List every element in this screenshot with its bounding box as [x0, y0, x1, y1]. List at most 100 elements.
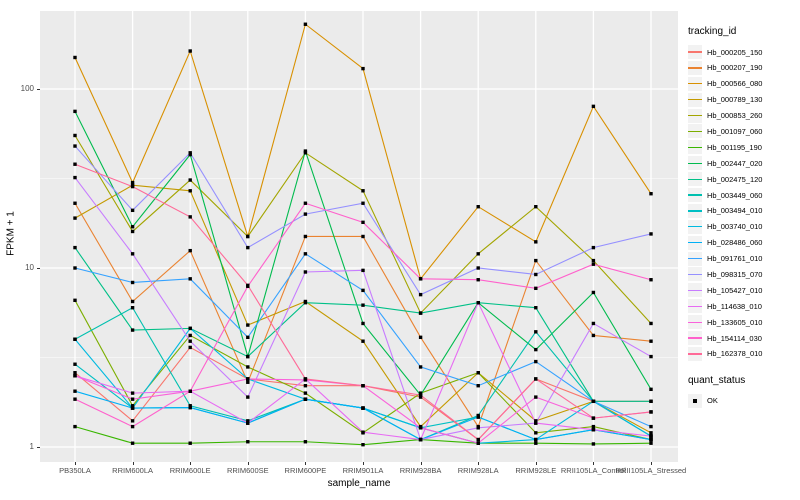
legend-key-swatch [688, 203, 702, 218]
data-point [649, 431, 653, 435]
data-point [303, 270, 308, 274]
data-point [188, 441, 192, 445]
data-point [534, 441, 538, 445]
legend-line-icon [688, 51, 702, 53]
x-tick-label: RRIM928BA [399, 466, 442, 475]
y-axis-title: FPKM + 1 [5, 211, 17, 256]
data-point [361, 234, 365, 239]
data-point [188, 326, 192, 331]
data-point [246, 380, 250, 384]
data-point [73, 162, 77, 166]
data-point [188, 151, 192, 155]
x-tick-label: RRIM600PE [284, 466, 327, 475]
quant-legend-item: OK [688, 393, 798, 408]
legend-item-label: Hb_114638_010 [707, 301, 762, 311]
legend-item: Hb_114638_010 [688, 299, 798, 314]
y-tick-mark [37, 447, 40, 448]
data-point [418, 426, 423, 430]
x-tick-label: RRII105LA_Control [560, 466, 626, 475]
data-point [130, 280, 135, 285]
data-point [591, 442, 596, 446]
data-point [649, 434, 653, 438]
data-point [649, 232, 653, 236]
legend-line-icon [688, 242, 702, 244]
x-tick-mark [305, 462, 307, 465]
data-point [591, 245, 596, 250]
legend-item-label: Hb_000205_150 [707, 47, 763, 57]
data-point [534, 258, 538, 263]
data-point [476, 205, 480, 209]
data-point [246, 421, 250, 425]
legend-item-label: Hb_002475_120 [707, 174, 763, 184]
legend-key-swatch [688, 331, 702, 346]
data-point [188, 189, 192, 193]
data-point [130, 208, 135, 213]
data-point [130, 404, 135, 408]
data-point [418, 335, 423, 340]
data-point [534, 286, 538, 291]
legend-item: Hb_001195_190 [688, 140, 798, 155]
data-point [476, 426, 480, 430]
data-point [534, 306, 538, 310]
data-point [534, 395, 538, 399]
data-point [361, 288, 365, 293]
legend-line-icon [688, 257, 702, 260]
legend-key-swatch [688, 45, 702, 59]
legend-line-icon [688, 130, 702, 133]
data-point [188, 404, 192, 408]
legend-line-icon [688, 337, 702, 339]
legend-item-label: Hb_091761_010 [707, 254, 763, 264]
data-point [246, 245, 250, 250]
data-point [361, 384, 365, 388]
data-point [73, 371, 77, 375]
legend-line-icon [688, 353, 702, 355]
legend-item-label: Hb_001195_190 [707, 142, 762, 152]
data-point [188, 345, 192, 350]
data-point [361, 443, 365, 447]
legend-key-swatch [688, 76, 702, 91]
x-tick-label: RRIM901LA [342, 466, 384, 475]
legend-item-label: Hb_003740_010 [707, 222, 763, 232]
data-point [130, 180, 135, 185]
x-tick-mark [420, 462, 422, 465]
x-tick-mark [593, 462, 595, 465]
data-point [649, 399, 653, 404]
data-point [130, 184, 135, 189]
data-point [476, 300, 480, 305]
legend-line-icon [688, 226, 702, 228]
data-point [246, 354, 250, 359]
data-point [303, 252, 308, 256]
data-point [246, 323, 250, 327]
legend-key-swatch [688, 267, 702, 282]
legend-line-icon [688, 162, 702, 164]
legend-item-label: Hb_003449_060 [707, 190, 763, 200]
data-point [591, 424, 596, 429]
data-point [188, 248, 192, 253]
data-point [361, 66, 365, 71]
data-point [591, 416, 596, 420]
data-point [649, 192, 653, 196]
data-point [130, 424, 135, 429]
y-tick-label: 100 [20, 84, 34, 93]
legend-key-swatch [688, 299, 702, 314]
x-tick-mark [132, 462, 134, 465]
data-point [591, 290, 596, 295]
data-point [418, 395, 423, 399]
x-tick-mark [363, 462, 364, 465]
legend-line-icon [688, 273, 702, 276]
data-point [649, 441, 653, 445]
x-tick-mark [247, 462, 249, 465]
legend-key-swatch [688, 283, 702, 298]
data-point [534, 240, 538, 244]
legend-item: Hb_162378_010 [688, 346, 798, 361]
data-point [188, 49, 192, 53]
data-point [534, 437, 538, 442]
legend-item-label: Hb_154114_030 [707, 333, 762, 343]
data-point [361, 339, 365, 343]
legend-item: Hb_003494_010 [688, 203, 798, 218]
legend-item-label: Hb_162378_010 [707, 349, 763, 359]
data-point [303, 212, 308, 216]
legend-title-quant-status: quant_status [688, 374, 746, 386]
data-point [130, 252, 135, 256]
legend-line-icon [688, 146, 702, 149]
